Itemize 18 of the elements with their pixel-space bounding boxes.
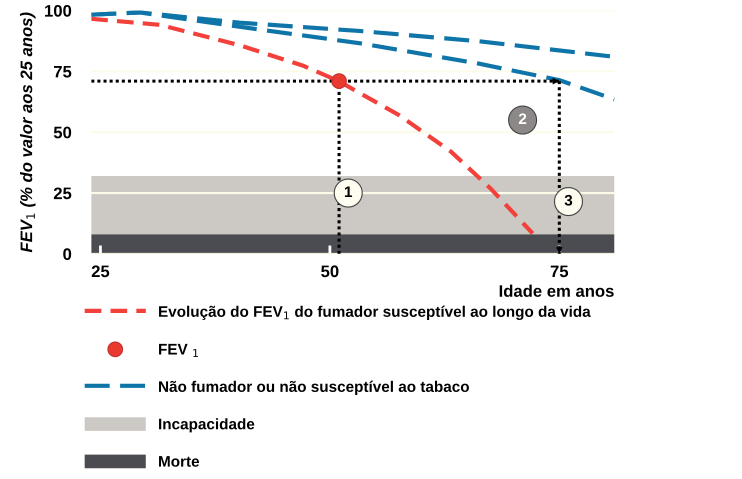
x-tick-label: 75 xyxy=(550,266,568,278)
y-tick-label: 0 xyxy=(63,248,72,260)
y-axis-title: FEV$_{1}$ (% do valor aos 25 anos) xyxy=(20,12,36,252)
annotation: 2 xyxy=(518,113,526,124)
y-tick-label: 75 xyxy=(54,66,72,78)
y-tick-label: 25 xyxy=(54,187,72,200)
x-axis-title: Idade em anos xyxy=(500,284,614,297)
legend-label: Não fumador ou não susceptível ao tabaco xyxy=(159,380,469,396)
annotation: 3 xyxy=(564,194,572,206)
legend-label: Morte xyxy=(159,456,200,467)
x-tick-label: 50 xyxy=(321,265,338,278)
y-tick-label: 50 xyxy=(54,126,72,138)
y-tick-label: 100 xyxy=(45,4,72,17)
x-tick-label: 25 xyxy=(92,265,110,278)
legend-label: FEV $_{1}$ xyxy=(159,344,198,357)
annotation: 1 xyxy=(344,186,352,197)
legend-label: Evolução do FEV$_{1}$ do fumador susceptível ao longo da vida xyxy=(159,306,591,320)
legend-label: Incapacidade xyxy=(159,418,254,432)
